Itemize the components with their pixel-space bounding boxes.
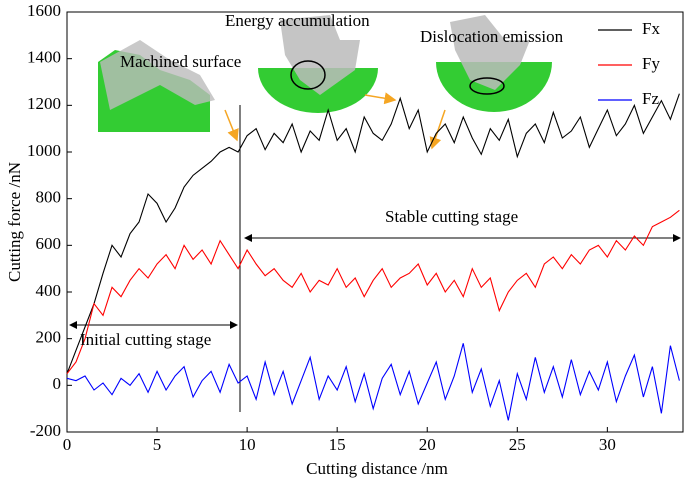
- y-tick-label: 200: [36, 328, 62, 347]
- series-line: [66, 343, 680, 421]
- inset-dislocation: [429, 15, 552, 150]
- x-tick-label: 5: [153, 435, 162, 454]
- legend-label: Fy: [642, 54, 660, 73]
- x-tick-label: 0: [63, 435, 72, 454]
- x-tick-label: 20: [419, 435, 436, 454]
- inset-machined: [98, 40, 239, 142]
- x-tick-label: 10: [239, 435, 256, 454]
- x-tick-label: 30: [599, 435, 616, 454]
- inset-energy: [258, 15, 397, 113]
- y-tick-label: 1400: [27, 48, 61, 67]
- y-axis-label: Cutting force /nN: [5, 162, 24, 282]
- y-tick-label: 1000: [27, 141, 61, 160]
- y-tick-label: 800: [36, 188, 62, 207]
- annotation: Stable cutting stage: [385, 207, 518, 226]
- y-tick-label: 600: [36, 234, 62, 253]
- y-tick-label: 1200: [27, 94, 61, 113]
- annotation: Energy accumulation: [225, 11, 370, 30]
- y-tick-label: 0: [53, 374, 62, 393]
- plot-frame: [66, 11, 684, 433]
- legend-label: Fx: [642, 19, 660, 38]
- annotation: Initial cutting stage: [80, 330, 211, 349]
- x-tick-label: 15: [329, 435, 346, 454]
- x-axis-label: Cutting distance /nm: [306, 459, 448, 478]
- legend-label: Fz: [642, 89, 659, 108]
- series-line: [66, 93, 680, 374]
- y-tick-label: 400: [36, 281, 62, 300]
- y-tick-label: -200: [30, 421, 61, 440]
- annotation: Dislocation emission: [420, 27, 564, 46]
- y-tick-label: 1600: [27, 1, 61, 20]
- series-line: [66, 209, 680, 375]
- x-tick-label: 25: [509, 435, 526, 454]
- annotation: Machined surface: [120, 52, 241, 71]
